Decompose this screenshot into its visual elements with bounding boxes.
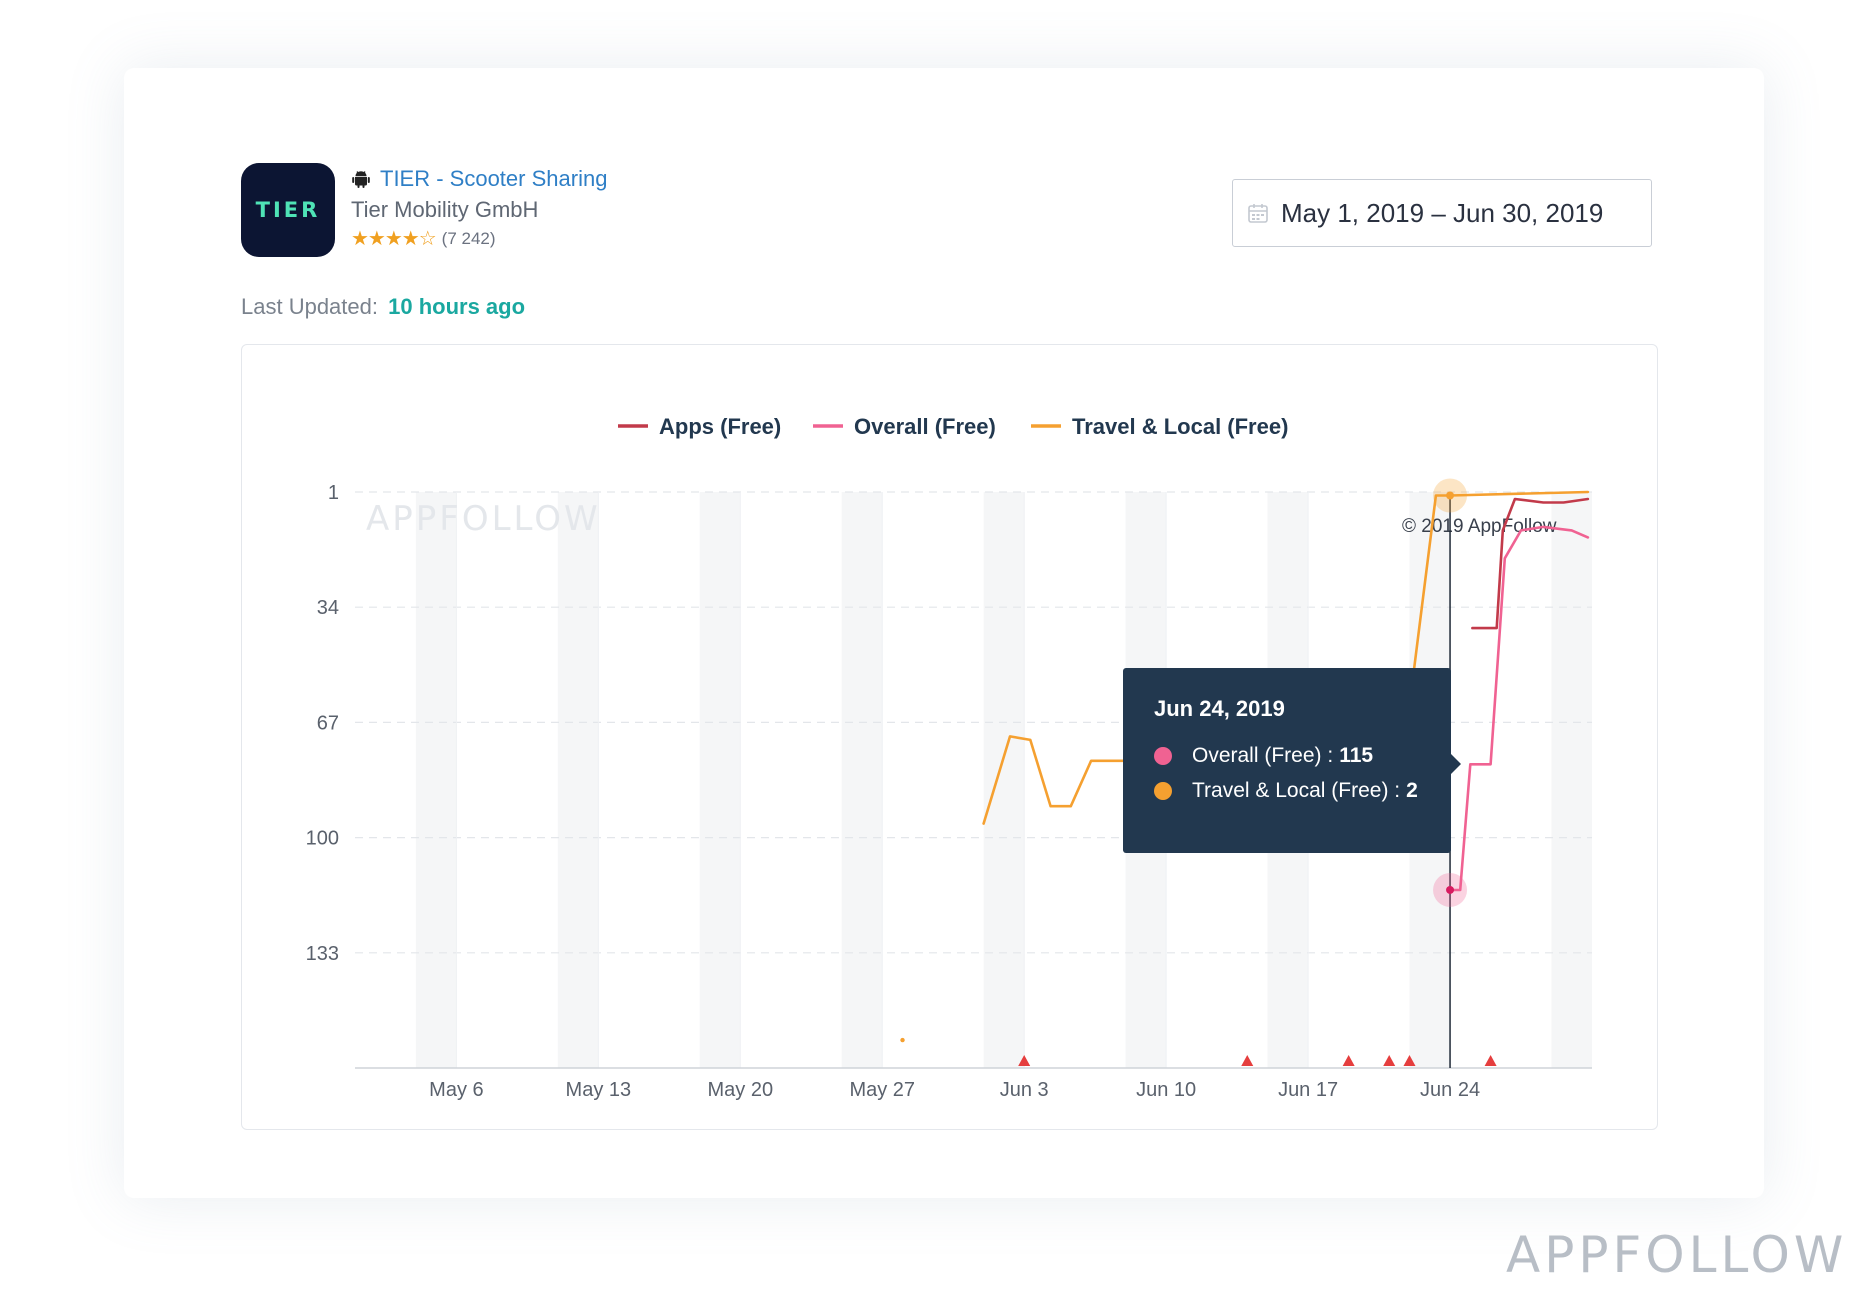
rating: ★★★★☆ (7 242) — [351, 229, 496, 249]
legend-label: Apps (Free) — [659, 414, 781, 439]
weekend-band-1 — [557, 492, 599, 1068]
event-marker-0 — [1018, 1055, 1031, 1066]
chart-watermark: APPFOLLOW — [366, 499, 601, 539]
developer-name: Tier Mobility GmbH — [351, 197, 539, 222]
y-tick-label: 133 — [306, 943, 339, 965]
rating-stars: ★★★★☆ — [351, 228, 437, 250]
last-updated-value: 10 hours ago — [388, 294, 526, 319]
hover-point-overall — [1446, 885, 1455, 894]
date-range-value: May 1, 2019 – Jun 30, 2019 — [1281, 197, 1604, 228]
x-tick-label: May 6 — [429, 1079, 483, 1101]
tooltip-value-overall: 115 — [1339, 744, 1374, 767]
app-icon-label: TIER — [255, 198, 321, 222]
tooltip-row-overall: Overall (Free) :115 — [1154, 744, 1373, 768]
last-updated: Last Updated: 10 hours ago — [241, 294, 525, 320]
x-tick-label: May 13 — [566, 1079, 632, 1101]
tooltip-dot-travel — [1154, 782, 1172, 800]
x-tick-label: May 27 — [849, 1079, 915, 1101]
event-marker-1 — [1241, 1055, 1254, 1066]
chart-tooltip: Jun 24, 2019 Overall (Free) :115 Travel … — [1123, 668, 1461, 853]
x-tick-label: Jun 24 — [1420, 1079, 1480, 1101]
android-icon — [352, 171, 370, 188]
event-marker-3 — [1383, 1055, 1396, 1066]
x-tick-label: Jun 17 — [1278, 1079, 1338, 1101]
legend-label: Travel & Local (Free) — [1072, 414, 1288, 439]
event-marker-2 — [1342, 1055, 1355, 1066]
y-tick-label: 67 — [317, 712, 339, 734]
y-tick-label: 1 — [328, 482, 339, 504]
weekend-band-4 — [983, 492, 1025, 1068]
tooltip-label-overall: Overall (Free) : — [1192, 744, 1334, 767]
rating-count: (7 242) — [441, 229, 496, 248]
x-tick-label: Jun 3 — [1000, 1079, 1049, 1101]
isolated-point-0 — [900, 1037, 905, 1043]
calendar-icon — [1248, 204, 1268, 223]
x-tick-label: May 20 — [707, 1079, 773, 1101]
chart-copyright: © 2019 AppFollow — [1402, 516, 1557, 537]
y-tick-label: 34 — [317, 597, 339, 619]
tooltip-date: Jun 24, 2019 — [1154, 696, 1285, 721]
weekend-band-0 — [415, 492, 457, 1068]
series-line-overall-free — [1448, 525, 1590, 892]
event-marker-4 — [1403, 1055, 1416, 1066]
weekend-band-3 — [841, 492, 883, 1068]
weekend-band-8 — [1551, 492, 1592, 1068]
tooltip-dot-overall — [1154, 747, 1172, 765]
last-updated-label: Last Updated: — [241, 294, 378, 319]
event-marker-5 — [1484, 1055, 1497, 1066]
date-range-picker[interactable]: May 1, 2019 – Jun 30, 2019 — [1232, 179, 1652, 247]
tooltip-row-travel: Travel & Local (Free) :2 — [1154, 779, 1418, 803]
series-line-apps-free — [1471, 497, 1590, 630]
weekend-band-2 — [699, 492, 741, 1068]
app-icon[interactable]: TIER — [241, 163, 335, 257]
brand-watermark: APPFOLLOW — [1506, 1226, 1848, 1284]
app-title-link[interactable]: TIER - Scooter Sharing — [380, 166, 608, 191]
legend-label: Overall (Free) — [854, 414, 996, 439]
tooltip-label-travel: Travel & Local (Free) : — [1192, 779, 1401, 802]
tooltip-value-travel: 2 — [1406, 779, 1418, 802]
x-tick-label: Jun 10 — [1136, 1079, 1196, 1101]
hover-point-travel — [1446, 491, 1455, 500]
y-tick-label: 100 — [306, 828, 339, 850]
